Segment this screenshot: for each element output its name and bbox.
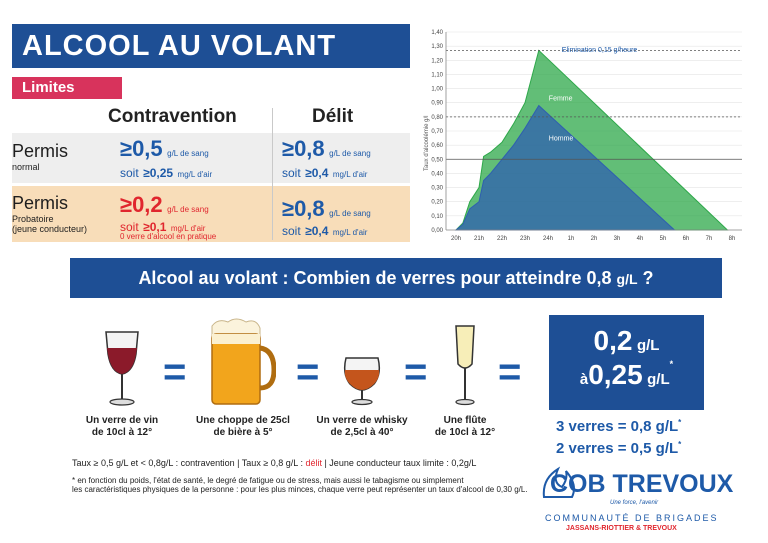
x-tick-label: 7h bbox=[706, 236, 713, 242]
y-tick-label: 1,00 bbox=[431, 87, 443, 93]
chart-areas: Femme Homme bbox=[454, 49, 729, 231]
row-probatoire-background bbox=[12, 186, 410, 242]
permis-label: Permis bbox=[12, 193, 69, 213]
logo-subtitle: COMMUNAUTÉ DE BRIGADES bbox=[545, 513, 719, 523]
normal-delit-blood: ≥0,8 g/L de sang bbox=[282, 136, 371, 161]
y-tick-label: 1,10 bbox=[431, 72, 443, 78]
series-label-femme: Femme bbox=[549, 96, 573, 103]
column-header-contravention: Contravention bbox=[108, 106, 237, 127]
chart-y-label: Taux d'alcoolémie g/l bbox=[424, 115, 430, 171]
whisky-glass-icon bbox=[343, 357, 381, 406]
x-tick-label: 22h bbox=[497, 236, 507, 242]
y-tick-label: 0,50 bbox=[431, 157, 443, 163]
y-tick-label: 0,40 bbox=[431, 171, 443, 177]
x-tick-label: 20h bbox=[451, 236, 461, 242]
chart-axes: 0,00 0,10 0,20 0,30 0,40 0,50 0,60 0,70 0,80 0,90… bbox=[431, 30, 742, 242]
permis-label: Permis bbox=[12, 141, 69, 161]
result-summary-3-glasses: 3 verres = 0,8 g/L* bbox=[556, 418, 682, 435]
result-summary-2-glasses: 2 verres = 0,5 g/L* bbox=[556, 440, 682, 457]
x-tick-label: 8h bbox=[729, 236, 736, 242]
question-banner: Alcool au volant : Combien de verres pou… bbox=[70, 258, 722, 298]
footnote-thresholds: Taux ≥ 0,5 g/L et < 0,8g/L : contraventi… bbox=[72, 458, 477, 468]
x-tick-label: 24h bbox=[543, 236, 553, 242]
result-line-2: à0,25 g/L* bbox=[579, 359, 674, 390]
x-tick-label: 2h bbox=[591, 236, 598, 242]
gendarmerie-flame-icon bbox=[542, 466, 575, 498]
equals-sign: = bbox=[498, 350, 522, 394]
wine-glass-icon bbox=[105, 331, 139, 406]
y-tick-label: 0,20 bbox=[431, 200, 443, 206]
series-area-homme bbox=[454, 104, 676, 231]
chart-annotation: Elimination 0,15 g/heure bbox=[562, 47, 638, 54]
chart-thresholds bbox=[446, 50, 742, 160]
equals-sign: = bbox=[404, 350, 428, 394]
result-line-1: 0,2 g/L bbox=[593, 325, 660, 356]
x-tick-label: 3h bbox=[614, 236, 621, 242]
y-tick-label: 1,30 bbox=[431, 44, 443, 50]
x-tick-label: 6h bbox=[683, 236, 690, 242]
drink-label-wine: Un verre de vin de 10cl à 12° bbox=[85, 415, 159, 438]
row-probatoire-label: Permis Probatoire (jeune conducteur) bbox=[12, 193, 87, 234]
column-divider bbox=[272, 108, 273, 240]
permis-type: Probatoire bbox=[12, 214, 54, 224]
drink-label-champagne: Une flûte de 10cl à 12° bbox=[434, 415, 496, 438]
y-tick-label: 0,70 bbox=[431, 129, 443, 135]
normal-delit-air: soit ≥0,4 mg/L d'air bbox=[282, 166, 368, 180]
probatoire-contravention-blood: ≥0,2 g/L de sang bbox=[120, 192, 209, 217]
y-tick-label: 0,00 bbox=[431, 228, 443, 234]
drink-label-whisky: Un verre de whisky de 2,5cl à 40° bbox=[316, 415, 408, 438]
page-title: ALCOOL AU VOLANT bbox=[12, 24, 410, 68]
y-tick-label: 0,90 bbox=[431, 101, 443, 107]
y-tick-label: 0,60 bbox=[431, 143, 443, 149]
probatoire-delit-air: soit ≥0,4 mg/L d'air bbox=[282, 224, 368, 238]
equals-sign: = bbox=[163, 350, 187, 394]
x-tick-label: 1h bbox=[568, 236, 575, 242]
x-tick-label: 5h bbox=[660, 236, 667, 242]
normal-contravention-air: soit ≥0,25 mg/L d'air bbox=[120, 166, 213, 180]
column-header-delit: Délit bbox=[312, 106, 354, 127]
y-tick-label: 0,80 bbox=[431, 115, 443, 121]
x-tick-label: 4h bbox=[637, 236, 644, 242]
y-tick-label: 1,40 bbox=[431, 30, 443, 36]
y-tick-label: 1,20 bbox=[431, 58, 443, 64]
probatoire-note: 0 verre d'alcool en pratique bbox=[120, 232, 217, 241]
logo-tagline: Une force, l'avenir bbox=[610, 500, 659, 506]
drink-label-beer: Une choppe de 25cl de bière à 5° bbox=[196, 415, 290, 438]
permis-type-detail: (jeune conducteur) bbox=[12, 224, 88, 234]
footnote-disclaimer: * en fonction du poids, l'état de santé,… bbox=[72, 476, 528, 494]
probatoire-contravention-air: soit ≥0,1 mg/L d'air bbox=[120, 220, 206, 234]
equals-sign: = bbox=[296, 350, 320, 394]
logo-cob-trevoux: COB TREVOUX bbox=[550, 470, 734, 498]
limits-badge: Limites bbox=[12, 77, 122, 99]
x-tick-label: 21h bbox=[474, 236, 484, 242]
row-normal-label: Permis normal bbox=[12, 141, 68, 172]
permis-type: normal bbox=[12, 162, 40, 172]
probatoire-delit-blood: ≥0,8 g/L de sang bbox=[282, 196, 371, 221]
champagne-flute-icon bbox=[455, 325, 475, 406]
x-tick-label: 23h bbox=[520, 236, 530, 242]
row-normal-background bbox=[12, 133, 410, 183]
logo-location: JASSANS-RIOTTIER & TREVOUX bbox=[566, 525, 677, 532]
result-box: 0,2 g/L à0,25 g/L* bbox=[549, 315, 704, 410]
y-tick-label: 0,10 bbox=[431, 214, 443, 220]
y-tick-label: 0,30 bbox=[431, 186, 443, 192]
series-label-homme: Homme bbox=[549, 135, 574, 142]
normal-contravention-blood: ≥0,5 g/L de sang bbox=[120, 136, 209, 161]
beer-mug-icon bbox=[211, 318, 276, 405]
